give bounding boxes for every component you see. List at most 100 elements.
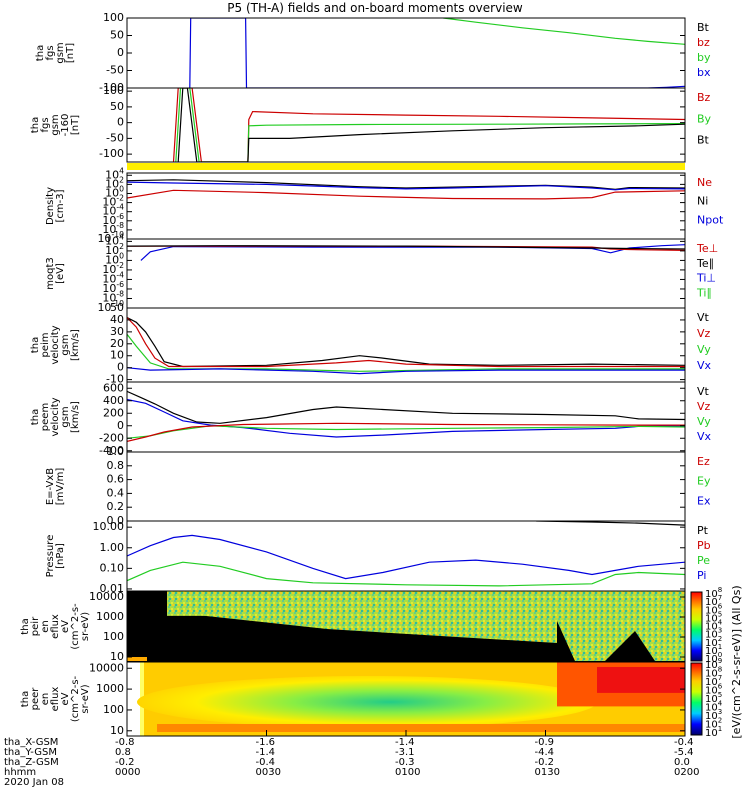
y-tick-label: 20 bbox=[110, 337, 124, 350]
legend-entry: Bz bbox=[697, 91, 711, 104]
footer-value: -1.4 bbox=[395, 737, 415, 748]
y-tick-label: 104 bbox=[705, 700, 723, 714]
series-line bbox=[177, 88, 685, 162]
footer-value: -0.4 bbox=[674, 737, 694, 748]
y-tick-label: -10 bbox=[106, 373, 124, 386]
footer-row-label: hhmm bbox=[4, 767, 37, 778]
y-axis-label: Pressure[nPa] bbox=[45, 535, 66, 578]
panel-frame bbox=[126, 17, 686, 89]
y-tick-label: 40 bbox=[110, 313, 124, 326]
footer-value: 0000 bbox=[115, 767, 141, 778]
footer-value: -0.3 bbox=[395, 757, 415, 768]
legend-entry: by bbox=[697, 51, 711, 64]
series-line bbox=[127, 181, 685, 191]
y-tick-label: 10 bbox=[110, 650, 124, 663]
footer-row-label: tha_X-GSM bbox=[4, 737, 59, 748]
y-tick-label: 107 bbox=[705, 594, 722, 608]
series-line bbox=[127, 561, 685, 587]
y-tick-label: 102 bbox=[105, 242, 124, 257]
y-tick-label: 0 bbox=[117, 116, 124, 129]
footer-value: -1.6 bbox=[255, 737, 276, 748]
y-tick-label: 400 bbox=[103, 394, 124, 407]
y-tick-label: 10000 bbox=[89, 590, 124, 603]
legend-entry: Vz bbox=[697, 400, 711, 413]
y-tick-label: 100 bbox=[103, 630, 124, 643]
y-axis-label: thapeerenefluxeV(cm^2-s-sr-eV) bbox=[20, 675, 91, 722]
legend-entry: Ti∥ bbox=[696, 286, 712, 299]
panel-frame bbox=[126, 451, 686, 522]
spectrogram-dark-column bbox=[147, 591, 167, 662]
legend-entry: Pe bbox=[697, 554, 710, 567]
y-tick-label: 105 bbox=[705, 691, 722, 705]
y-tick-label: -100 bbox=[99, 147, 124, 160]
footer-value: -5.4 bbox=[674, 747, 694, 758]
legend-entry: Te⊥ bbox=[696, 242, 718, 255]
legend-entry: Bt bbox=[697, 134, 710, 147]
legend-entry: Ni bbox=[697, 195, 708, 208]
y-tick-label: 100 bbox=[705, 651, 722, 665]
legend-entry: Ez bbox=[697, 455, 710, 468]
legend-entry: Vt bbox=[697, 311, 710, 324]
y-tick-label: 100 bbox=[103, 84, 124, 97]
legend-entry: Ey bbox=[697, 475, 711, 488]
colorbar-gradient bbox=[690, 591, 703, 662]
y-tick-label: 0.0 bbox=[107, 514, 125, 527]
footer-value: 0.0 bbox=[674, 757, 690, 768]
y-tick-label: 600 bbox=[103, 381, 124, 394]
y-tick-label: 102 bbox=[105, 175, 124, 190]
y-tick-label: 104 bbox=[105, 232, 124, 247]
footer-value: -0.8 bbox=[115, 737, 135, 748]
y-tick-label: 200 bbox=[103, 406, 124, 419]
footer-row-label: tha_Z-GSM bbox=[4, 757, 59, 768]
y-tick-label: 10-4 bbox=[102, 270, 124, 285]
y-tick-label: 10.00 bbox=[93, 520, 125, 533]
spectrogram-late-band bbox=[557, 591, 685, 661]
legend-entry: bz bbox=[697, 36, 710, 49]
y-tick-label: -50 bbox=[106, 64, 124, 77]
series-line bbox=[127, 398, 685, 438]
footer-value: -0.2 bbox=[115, 757, 135, 768]
footer-value: 0.8 bbox=[115, 747, 131, 758]
y-tick-label: 10-10 bbox=[97, 230, 124, 245]
y-tick-label: 10-2 bbox=[102, 261, 124, 276]
spectrogram-peir-spectrogram bbox=[127, 591, 685, 662]
y-tick-label: 10-6 bbox=[102, 212, 124, 227]
footer-value: 0030 bbox=[255, 767, 281, 778]
y-tick-label: 0.8 bbox=[107, 459, 125, 472]
y-tick-label: 108 bbox=[705, 586, 722, 600]
y-tick-label: 0.4 bbox=[107, 486, 125, 499]
series-line bbox=[172, 88, 685, 162]
footer-value: -4.4 bbox=[534, 747, 555, 758]
y-tick-label: 1000 bbox=[96, 682, 124, 695]
y-tick-label: 104 bbox=[705, 619, 723, 633]
panel-density bbox=[127, 179, 685, 200]
spectrogram-gap bbox=[127, 662, 140, 736]
y-tick-label: 50 bbox=[110, 301, 124, 314]
panel-temperature bbox=[127, 244, 685, 261]
legend-entry: Vx bbox=[697, 430, 712, 443]
footer-row-label: tha_Y-GSM bbox=[4, 747, 58, 758]
legend-entry: Npot bbox=[697, 213, 724, 226]
y-tick-label: 10000 bbox=[89, 661, 124, 674]
panel-frame bbox=[126, 172, 686, 240]
y-tick-label: 10-8 bbox=[102, 221, 124, 236]
y-tick-label: 10 bbox=[110, 724, 124, 737]
y-tick-label: 0.01 bbox=[100, 582, 125, 595]
y-axis-label: Density[cm-3] bbox=[45, 187, 66, 225]
panel-frame bbox=[126, 381, 686, 453]
y-tick-label: 0 bbox=[117, 361, 124, 374]
y-tick-label: -100 bbox=[99, 81, 124, 94]
y-axis-label: E=-VxB[mV/m] bbox=[45, 468, 66, 506]
footer-value: -0.4 bbox=[255, 757, 276, 768]
y-tick-label: 10-8 bbox=[102, 289, 124, 304]
legend-entry: Ex bbox=[697, 494, 711, 507]
y-tick-label: 103 bbox=[705, 708, 722, 722]
y-tick-label: 0 bbox=[117, 46, 124, 59]
series-line bbox=[140, 244, 685, 261]
series-line bbox=[127, 534, 685, 580]
y-tick-label: 10-4 bbox=[102, 203, 124, 218]
y-tick-label: 10 bbox=[110, 349, 124, 362]
panel-fgs-low bbox=[127, 88, 685, 170]
